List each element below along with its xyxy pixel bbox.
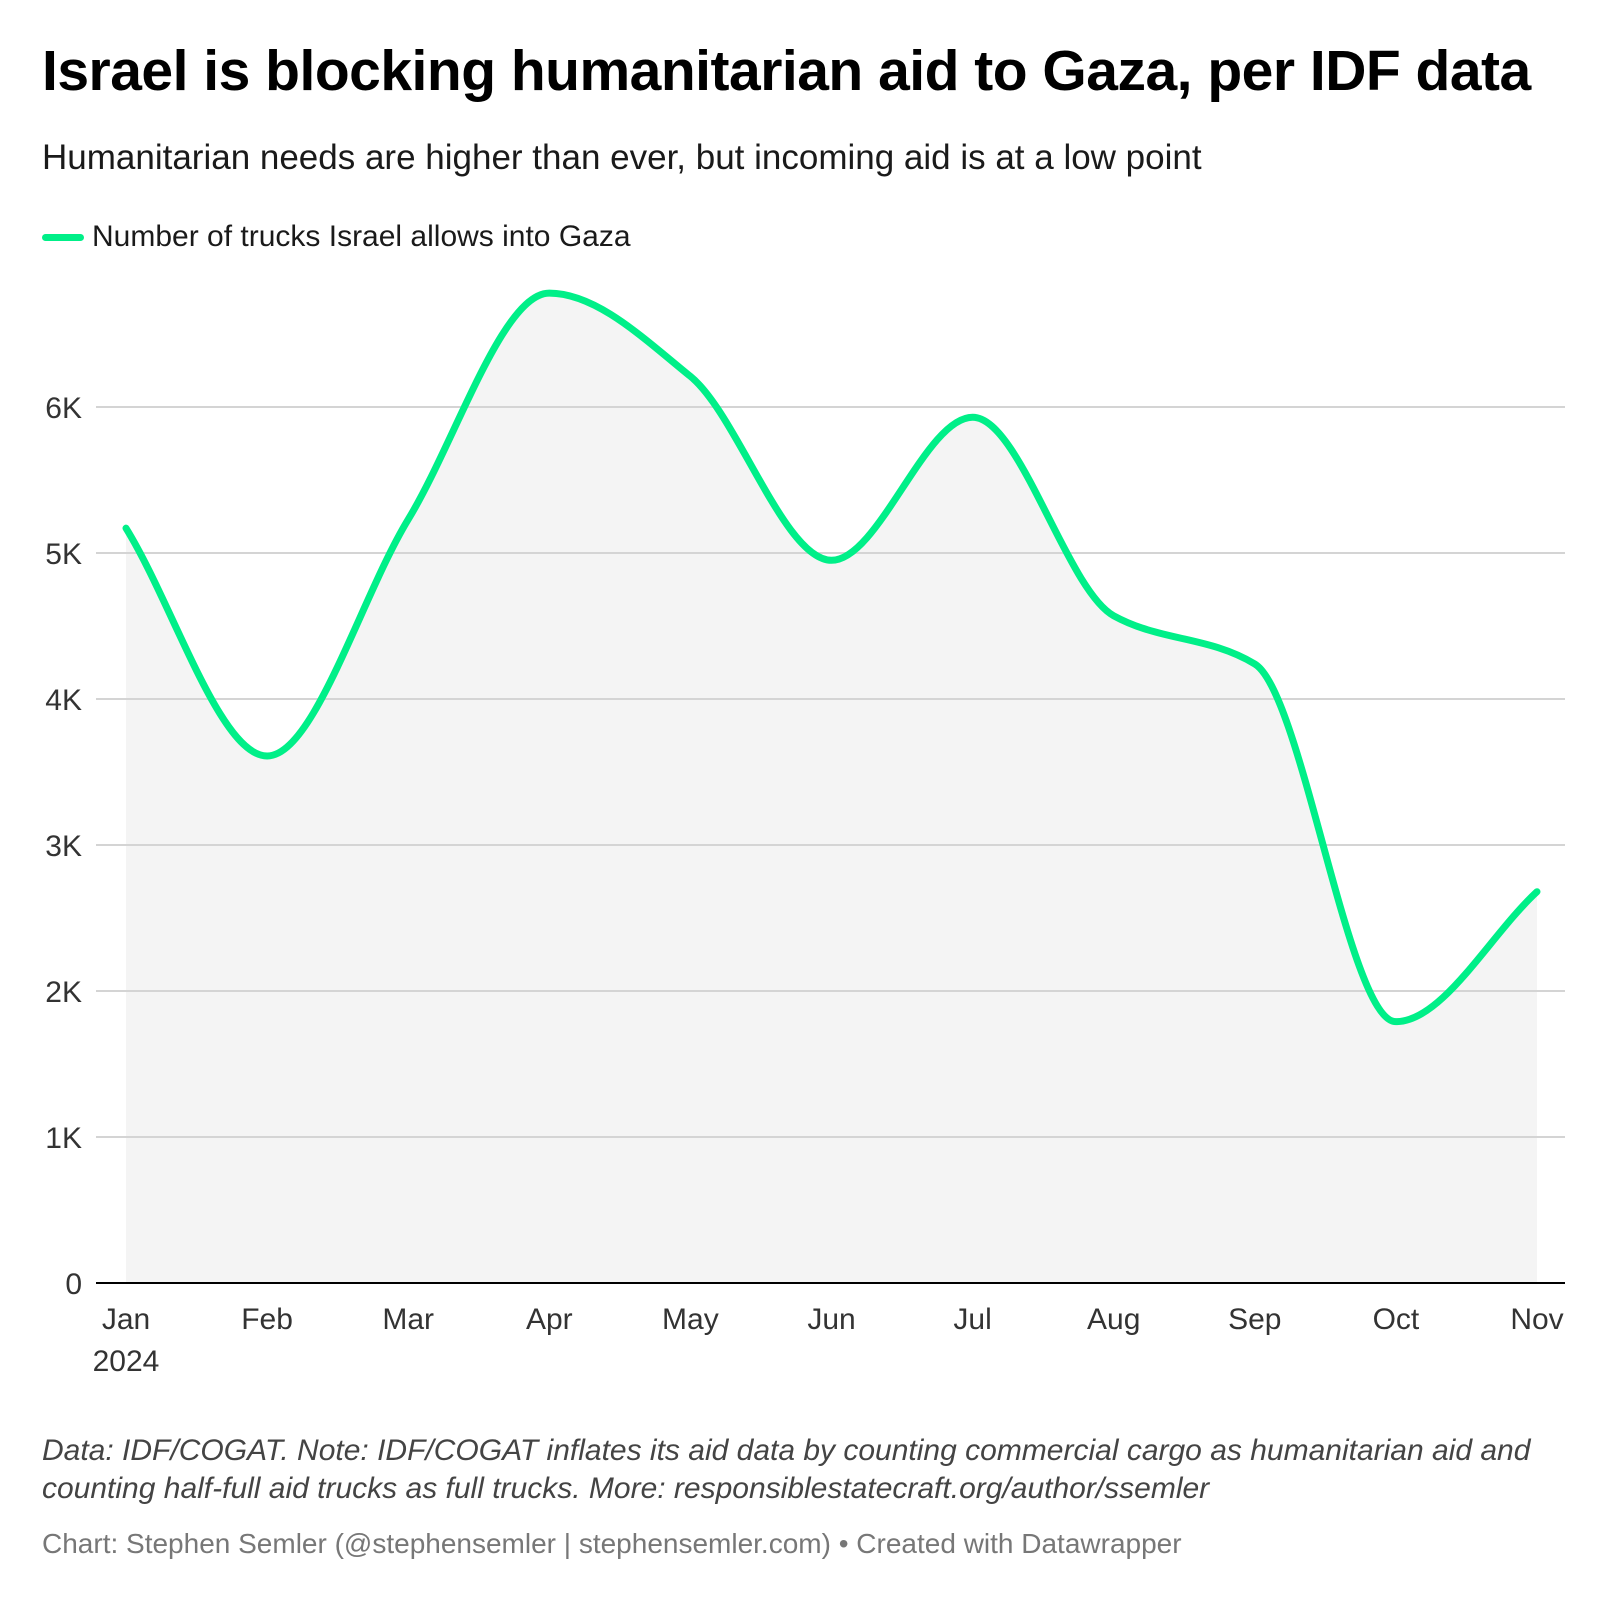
- y-tick-label: 4K: [45, 684, 82, 717]
- y-tick-label: 6K: [45, 392, 82, 425]
- x-tick-label: Mar: [382, 1303, 434, 1336]
- legend: Number of trucks Israel allows into Gaza: [42, 220, 631, 254]
- x-tick-label: Aug: [1087, 1303, 1140, 1336]
- x-tick-label: Jun: [807, 1303, 855, 1336]
- x-tick-label: Feb: [241, 1303, 293, 1336]
- y-tick-label: 1K: [45, 1122, 82, 1155]
- chart-notes: Data: IDF/COGAT. Note: IDF/COGAT inflate…: [42, 1434, 1531, 1505]
- line-chart: 0 1K 2K 3K 4K 5K 6K Jan Feb Mar Apr May Jun Jul Aug Sep…: [45, 289, 1565, 1378]
- x-year-label: 2024: [93, 1345, 160, 1378]
- chart-title: Israel is blocking humanitarian aid to G…: [42, 39, 1531, 103]
- chart-credit: Chart: Stephen Semler (@stephensemler | …: [42, 1528, 1182, 1559]
- x-tick-label: Apr: [526, 1303, 573, 1336]
- chart-subtitle: Humanitarian needs are higher than ever,…: [42, 138, 1202, 177]
- legend-label: Number of trucks Israel allows into Gaza: [92, 220, 631, 253]
- legend-swatch: [42, 233, 84, 241]
- series-line: [122, 289, 1541, 1026]
- y-tick-label: 0: [65, 1268, 82, 1301]
- x-tick-label: Nov: [1510, 1303, 1563, 1336]
- x-tick-label: Jul: [953, 1303, 991, 1336]
- x-tick-label: Sep: [1228, 1303, 1281, 1336]
- x-tick-label: May: [662, 1303, 719, 1336]
- area-fill: [126, 293, 1537, 1283]
- x-tick-label: Jan: [102, 1303, 150, 1336]
- y-tick-label: 2K: [45, 976, 82, 1009]
- x-tick-label: Oct: [1373, 1303, 1420, 1336]
- y-tick-label: 5K: [45, 538, 82, 571]
- y-tick-label: 3K: [45, 830, 82, 863]
